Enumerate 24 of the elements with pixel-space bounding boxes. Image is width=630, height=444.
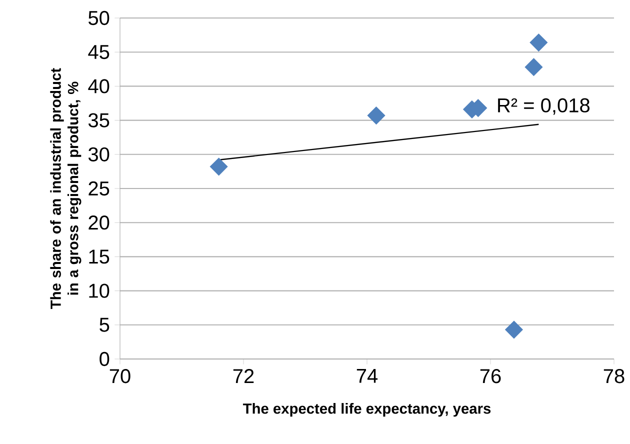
- y-tick-label: 0: [100, 352, 110, 366]
- y-tick-label: 15: [89, 250, 110, 264]
- y-axis-title: The share of an industrial product in a gross regional product, %: [50, 68, 82, 309]
- y-tick-label: 35: [88, 113, 110, 128]
- y-tick-label: 30: [88, 147, 110, 162]
- x-tick-label: 74: [356, 369, 378, 383]
- x-tick-label: 76: [480, 369, 501, 384]
- y-tick-label: 45: [88, 45, 110, 60]
- point: [524, 58, 543, 76]
- y-tick-label: 10: [89, 284, 110, 298]
- point: [530, 34, 548, 52]
- x-tick-label: 78: [604, 369, 624, 384]
- y-tick-label: 25: [88, 181, 110, 196]
- point: [210, 158, 228, 176]
- x-tick-label: 72: [233, 369, 254, 384]
- y-tick-label: 40: [88, 79, 110, 94]
- annotation: R² = 0,018: [498, 98, 590, 115]
- point: [367, 106, 386, 124]
- y-tick-label: 20: [88, 216, 110, 230]
- y-tick-label: 50: [88, 10, 110, 26]
- x-axis-title: The expected life expectancy, years: [242, 403, 491, 417]
- y-tick-label: 5: [100, 318, 110, 332]
- x-tick-label: 70: [110, 369, 130, 384]
- point: [505, 320, 523, 339]
